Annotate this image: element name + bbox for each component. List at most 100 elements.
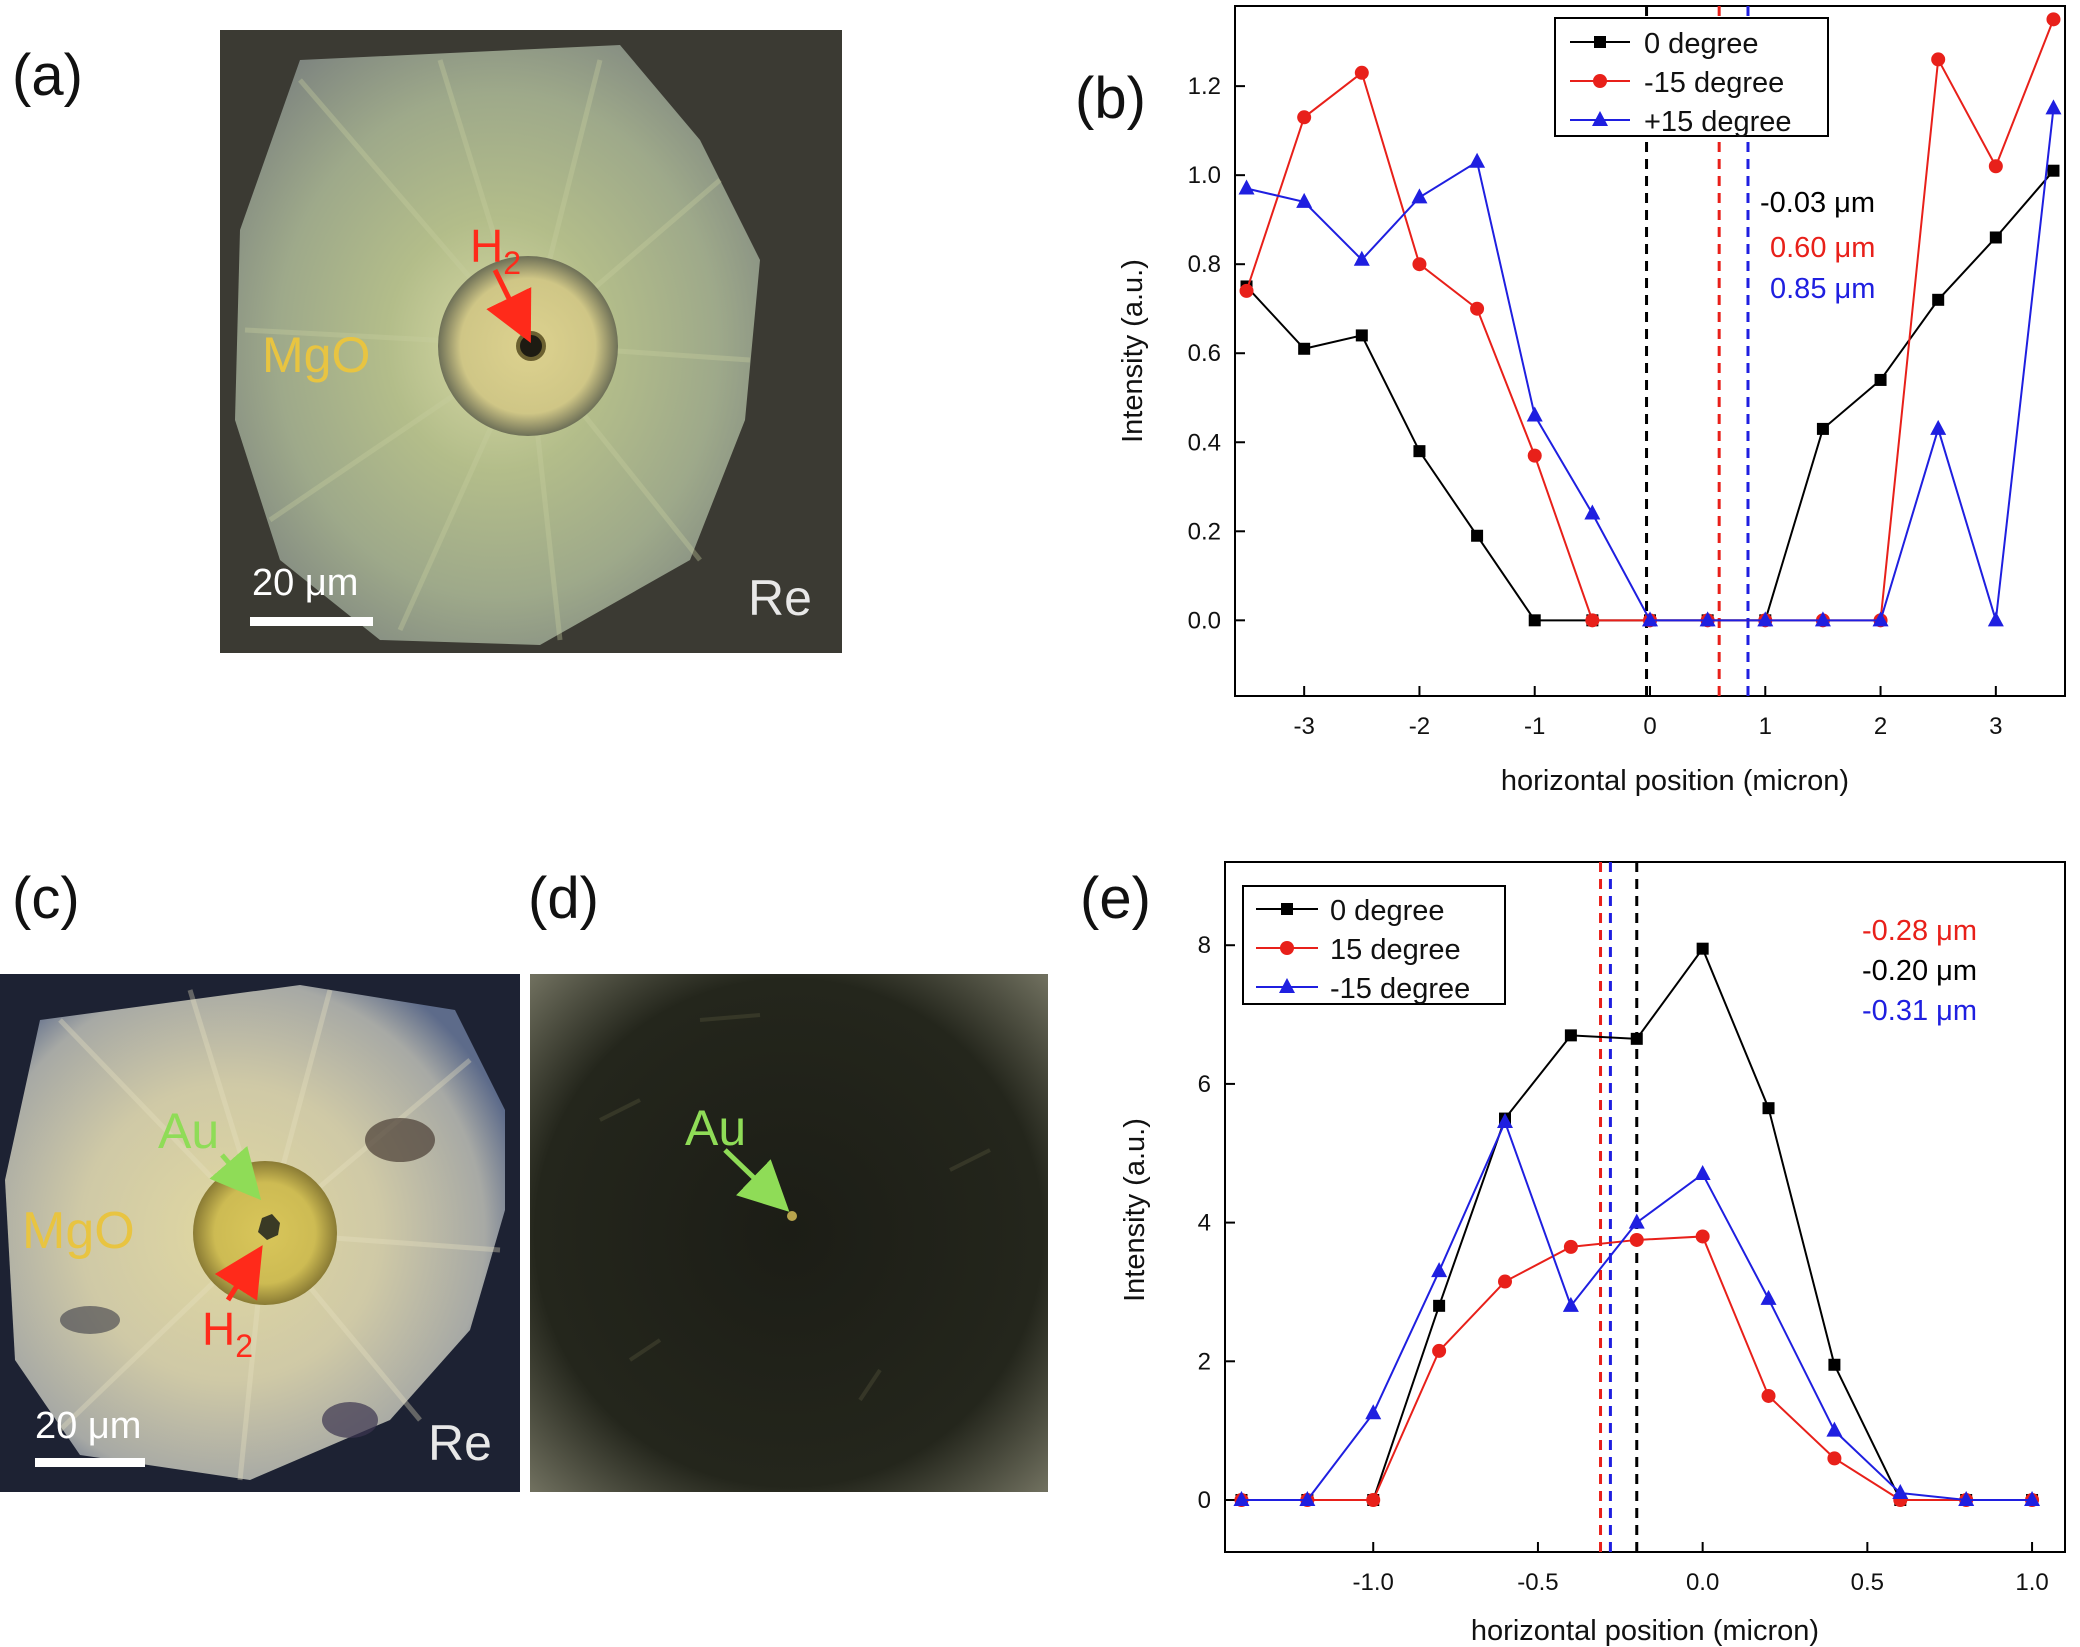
chart-e-annotation-1: -0.20 μm <box>1862 955 1977 987</box>
chart-e-ytick-label: 4 <box>1198 1210 1211 1237</box>
chart-b-point-s2-4 <box>1469 152 1486 168</box>
au-arrow-d <box>723 1148 790 1212</box>
chart-e-point-s2-12 <box>2024 1490 2041 1506</box>
chart-b-point-s0-10 <box>1816 422 1829 435</box>
chart-b-point-s0-1 <box>1298 342 1311 355</box>
chart-b-xtick-label: 3 <box>1989 713 2002 740</box>
chart-e-point-s2-1 <box>1299 1490 1316 1506</box>
chart-e-legend-marker-2 <box>1279 978 1295 993</box>
chart-b-point-s1-14 <box>2046 12 2061 27</box>
chart-b-point-s1-12 <box>1931 52 1946 67</box>
chart-e-point-s1-8 <box>1761 1388 1776 1403</box>
chart-e-point-s2-7 <box>1694 1165 1711 1181</box>
chart-b-point-s1-5 <box>1527 448 1542 463</box>
chart-e-xtick-label: 0.0 <box>1686 1569 1719 1596</box>
chart-e-legend-label-0: 0 degree <box>1330 895 1445 927</box>
chart-b-point-s2-8 <box>1699 611 1716 627</box>
scale-bar-a <box>250 617 373 626</box>
chart-b-point-s2-0 <box>1238 179 1255 195</box>
chart-e-ytick-label: 0 <box>1198 1487 1211 1514</box>
chart-e-ytick-label: 6 <box>1198 1071 1211 1098</box>
chart-b-xtick-label: -1 <box>1524 713 1545 740</box>
chart-e-point-s0-8 <box>1762 1102 1775 1115</box>
h2-bubble-a <box>516 331 546 361</box>
chart-b-annotation-1: 0.60 μm <box>1770 232 1875 264</box>
chart-b-point-s2-14 <box>2045 99 2062 115</box>
micrograph-c: Au H2 MgO Re 20 μm <box>0 974 520 1492</box>
au-label-c: Au <box>158 1103 219 1159</box>
chart-b-ytick-label: 0.4 <box>1188 429 1221 456</box>
chart-e-point-s1-4 <box>1498 1274 1512 1289</box>
chart-b-point-s2-9 <box>1757 611 1774 627</box>
dark-spot-c2 <box>322 1402 378 1438</box>
chart-b-point-s1-4 <box>1470 301 1485 316</box>
chart-b-xlabel: horizontal position (micron) <box>1501 765 1849 797</box>
chart-b-point-s0-2 <box>1355 329 1368 342</box>
chart-e-point-s1-9 <box>1827 1451 1842 1466</box>
au-arrow-c <box>209 1145 262 1201</box>
chart-b-point-s1-0 <box>1239 283 1254 298</box>
chart-b-ytick-label: 1.0 <box>1188 162 1221 189</box>
chart-b-xtick-label: 0 <box>1643 713 1656 740</box>
chart-e-legend-label-2: -15 degree <box>1330 973 1470 1005</box>
chart-e-legend: 0 degree 15 degree -15 degree <box>1242 885 1506 1005</box>
chart-e-point-s0-6 <box>1630 1032 1643 1045</box>
chart-e: (e) -1.0 -0.5 0.0 0.5 1.0 0 2 4 6 8 horizontal po… <box>1080 861 2066 1647</box>
chart-e-ytick-label: 8 <box>1198 932 1211 959</box>
chart-b-point-s1-3 <box>1412 257 1427 272</box>
chart-b-legend-label-1: -15 degree <box>1644 67 1784 99</box>
chart-e-annotation-0: -0.28 μm <box>1862 915 1977 947</box>
chart-e-point-s2-11 <box>1958 1490 1975 1506</box>
chart-e-point-s1-7 <box>1695 1229 1710 1244</box>
chart-e-xtick-label: -1.0 <box>1353 1569 1394 1596</box>
chart-e-annotation-2: -0.31 μm <box>1862 995 1977 1027</box>
chart-e-plot-frame <box>1224 861 2066 1553</box>
chart-b-legend: 0 degree -15 degree +15 degree <box>1554 17 1829 138</box>
chart-b-point-s2-13 <box>1987 611 2004 627</box>
panel-label-a: (a) <box>12 43 83 108</box>
mgo-label-c: MgO <box>22 1202 135 1260</box>
chart-b-ytick-label: 0.6 <box>1188 340 1221 367</box>
chart-e-point-s2-8 <box>1760 1289 1777 1305</box>
panel-label-c: (c) <box>12 866 80 931</box>
chart-e-point-s1-5 <box>1563 1239 1578 1254</box>
chart-e-point-s0-9 <box>1828 1358 1841 1371</box>
dark-spot-c3 <box>60 1306 120 1334</box>
chart-b-point-s2-3 <box>1411 188 1428 204</box>
chart-b-legend-label-2: +15 degree <box>1644 106 1792 138</box>
micrograph-d-background <box>530 974 1048 1492</box>
chart-b-point-s2-5 <box>1526 406 1543 422</box>
chart-e-point-s2-6 <box>1628 1213 1645 1229</box>
re-label-a: Re <box>748 570 812 626</box>
au-label-d: Au <box>685 1100 746 1156</box>
mgo-label-a: MgO <box>262 327 370 383</box>
scale-bar-label-c: 20 μm <box>35 1405 141 1447</box>
panel-label-e: (e) <box>1080 866 1151 931</box>
chart-b-ytick-label: 0.0 <box>1188 607 1221 634</box>
chart-b-point-s2-12 <box>1930 419 1947 435</box>
h2-arrow-c <box>214 1245 263 1302</box>
chart-e-point-s1-3 <box>1432 1343 1447 1358</box>
chart-b-point-s2-6 <box>1584 504 1601 520</box>
chart-b-point-s0-11 <box>1874 373 1887 386</box>
h2-arrow-a <box>486 268 532 343</box>
chart-b-series-line-0 <box>1245 170 2055 622</box>
chart-e-ytick-label: 2 <box>1198 1348 1211 1375</box>
chart-b-ylabel: Intensity (a.u.) <box>1117 259 1149 443</box>
micrograph-a: H2 MgO Re 20 μm <box>220 30 842 653</box>
chart-b-point-s1-6 <box>1585 613 1600 628</box>
chart-b-point-s0-3 <box>1413 445 1426 458</box>
chart-b-xtick-label: -2 <box>1409 713 1430 740</box>
chart-e-point-s2-0 <box>1233 1490 1250 1506</box>
chart-b-point-s2-11 <box>1872 611 1889 627</box>
chart-e-point-s1-6 <box>1629 1232 1644 1247</box>
chart-b-ytick-label: 0.2 <box>1188 518 1221 545</box>
chart-b-legend-marker-2 <box>1592 111 1608 126</box>
chart-b-point-s1-2 <box>1354 65 1369 80</box>
chart-b-point-s0-4 <box>1471 529 1484 542</box>
chart-b-point-s0-12 <box>1932 293 1945 306</box>
chart-e-point-s2-10 <box>1892 1484 1909 1500</box>
chart-b-point-s1-1 <box>1297 110 1312 125</box>
chart-b-annotation-0: -0.03 μm <box>1760 187 1875 219</box>
